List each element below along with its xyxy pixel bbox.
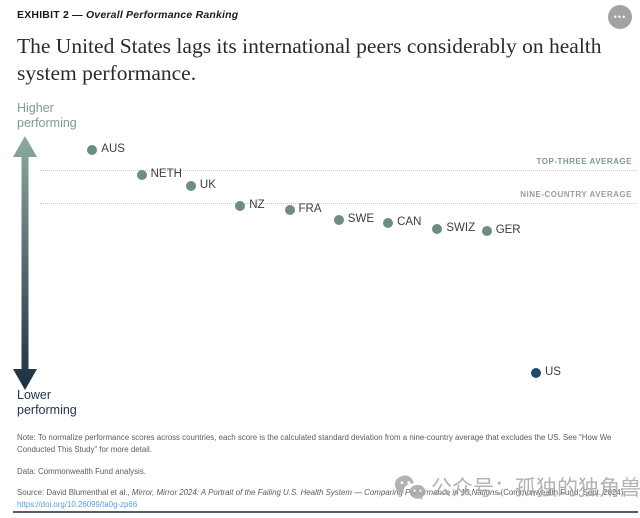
note-text: Note: To normalize performance scores ac… — [17, 433, 612, 455]
data-point-ger — [481, 226, 492, 237]
notes-section: Note: To normalize performance scores ac… — [17, 432, 629, 518]
reference-line-nine-country-average — [40, 203, 636, 204]
source-text: Source: David Blumenthal et al., Mirror,… — [17, 487, 629, 512]
data-point-can — [383, 218, 394, 229]
watermark: 公众号：孤独的独角兽 — [394, 472, 640, 502]
exhibit-subtitle: Overall Performance Ranking — [85, 9, 239, 21]
performance-axis-arrow — [12, 136, 38, 395]
source-title: Mirror, Mirror 2024: A Portrait of the F… — [131, 487, 499, 497]
page-title: The United States lags its international… — [17, 34, 602, 86]
exhibit-header: EXHIBIT 2 — Overall Performance Ranking — [17, 9, 238, 21]
data-point-neth — [136, 169, 147, 180]
double-arrow-icon — [13, 136, 37, 390]
bottom-divider — [13, 511, 638, 513]
data-point-label-us: US — [545, 366, 561, 379]
doi-link[interactable]: https://doi.org/10.26099/ta0g-zp66 — [17, 500, 138, 509]
data-point-label-swiz: SWIZ — [446, 221, 476, 234]
data-point-label-ger: GER — [495, 224, 521, 237]
data-point-aus — [87, 145, 98, 155]
ellipsis-icon: ••• — [613, 12, 627, 22]
data-point-label-aus: AUS — [101, 143, 125, 155]
data-point-swe — [333, 214, 344, 225]
wechat-icon — [394, 475, 426, 500]
source-suffix: (Commonwealth Fund, Sept. 2024). — [498, 487, 626, 497]
exhibit-dash: — — [72, 9, 83, 21]
higher-performing-label: Higher performing — [17, 101, 77, 130]
more-options-button[interactable]: ••• — [608, 5, 632, 29]
data-point-label-fra: FRA — [298, 202, 322, 215]
data-point-label-swe: SWE — [347, 212, 374, 225]
data-point-us — [531, 368, 541, 379]
data-point-label-nz: NZ — [249, 199, 265, 212]
data-point-fra — [284, 204, 295, 215]
data-point-uk — [185, 181, 196, 192]
reference-line-label: TOP-THREE AVERAGE — [536, 157, 632, 167]
data-point-swiz — [432, 223, 443, 234]
data-point-label-can: CAN — [397, 216, 422, 229]
watermark-text: 公众号：孤独的独角兽 — [431, 477, 640, 500]
data-point-label-neth: NETH — [150, 167, 182, 180]
reference-line-top-three-average — [40, 170, 636, 172]
data-point-nz — [235, 201, 246, 212]
source-prefix: Source: David Blumenthal et al., — [17, 487, 132, 497]
exhibit-label: EXHIBIT 2 — [17, 9, 69, 21]
lower-performing-label: Lower performing — [17, 388, 77, 417]
data-point-label-uk: UK — [199, 179, 216, 192]
reference-line-label: NINE-COUNTRY AVERAGE — [520, 190, 632, 199]
data-credit-text: Data: Commonwealth Fund analysis. — [17, 466, 146, 476]
